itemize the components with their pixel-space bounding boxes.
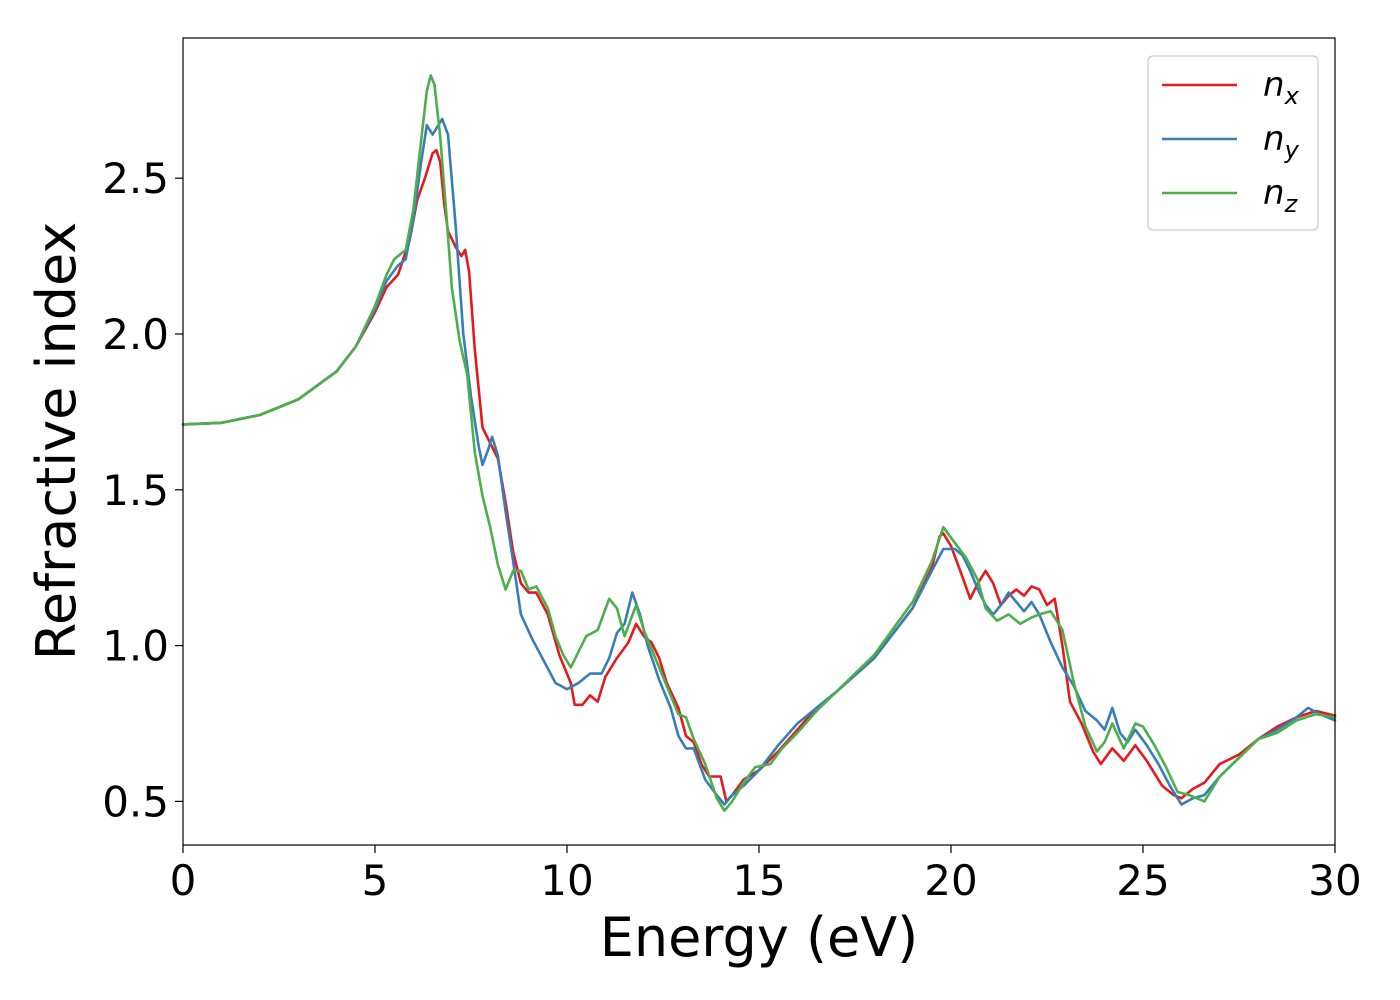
legend-label-y: ny (1263, 119, 1300, 164)
plot-background (183, 38, 1335, 845)
y-tick-label: 2.5 (102, 154, 169, 203)
legend-label-z: nz (1263, 173, 1299, 218)
x-axis-title: Energy (eV) (600, 906, 919, 969)
y-tick-label: 2.0 (102, 310, 169, 359)
y-axis-title: Refractive index (25, 222, 88, 661)
legend-label-x: nx (1263, 65, 1300, 110)
x-tick-label: 0 (170, 856, 197, 905)
y-axis-ticks: 0.5 1.0 1.5 2.0 2.5 (102, 154, 183, 826)
series-line-z (181, 74, 1337, 812)
legend-frame (1147, 55, 1319, 231)
y-tick-label: 0.5 (102, 777, 169, 826)
series-line-y (181, 117, 1337, 806)
legend: nx ny nz (1147, 55, 1319, 231)
x-tick-label: 15 (732, 856, 785, 905)
x-tick-label: 30 (1308, 856, 1361, 905)
x-tick-label: 10 (540, 856, 593, 905)
y-tick-label: 1.0 (102, 622, 169, 671)
series-lines (181, 74, 1337, 812)
x-tick-label: 20 (924, 856, 977, 905)
x-tick-label: 5 (362, 856, 389, 905)
y-tick-label: 1.5 (102, 466, 169, 515)
x-tick-label: 25 (1116, 856, 1169, 905)
x-axis-ticks: 0 5 10 15 20 25 30 (170, 845, 1362, 905)
